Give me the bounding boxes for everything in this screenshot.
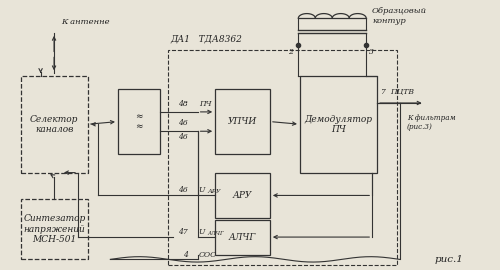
Text: 4: 4 xyxy=(183,251,188,259)
Bar xyxy=(168,50,397,265)
Text: Демодулятор
ПЧ: Демодулятор ПЧ xyxy=(304,114,372,134)
Text: АРУ: АРУ xyxy=(208,189,221,194)
Text: 47: 47 xyxy=(178,228,188,236)
Text: ДА1   ТДА8362: ДА1 ТДА8362 xyxy=(170,35,242,44)
Text: СОС: СОС xyxy=(198,251,216,259)
Bar xyxy=(215,173,270,218)
Text: рис.1: рис.1 xyxy=(434,255,464,264)
Text: Образцовый
контур: Образцовый контур xyxy=(372,7,427,25)
Text: U: U xyxy=(198,228,205,236)
Text: К фильтрам
(рис.3): К фильтрам (рис.3) xyxy=(407,114,456,131)
Text: 46: 46 xyxy=(178,133,188,141)
Bar xyxy=(20,200,88,259)
Text: ПЦТВ: ПЦТВ xyxy=(390,88,413,96)
Text: 2: 2 xyxy=(288,48,294,56)
Text: 46: 46 xyxy=(178,119,188,127)
Text: 46: 46 xyxy=(178,186,188,194)
Text: АЛЧГ: АЛЧГ xyxy=(208,231,224,236)
Text: К антенне: К антенне xyxy=(62,18,110,26)
Bar xyxy=(20,76,88,173)
Text: Синтезатор
напряжений
МСН-501: Синтезатор напряжений МСН-501 xyxy=(23,214,86,244)
Text: 48: 48 xyxy=(178,100,188,108)
Text: 7: 7 xyxy=(380,88,384,96)
Text: УПЧИ: УПЧИ xyxy=(228,117,257,126)
Bar xyxy=(300,76,377,173)
Bar xyxy=(118,89,160,154)
Bar xyxy=(215,89,270,154)
Text: ПЧ: ПЧ xyxy=(198,100,211,108)
Text: 3: 3 xyxy=(368,48,374,56)
Text: АРУ: АРУ xyxy=(233,191,252,200)
Text: U: U xyxy=(198,186,205,194)
Bar xyxy=(215,220,270,255)
Text: АЛЧГ: АЛЧГ xyxy=(229,232,256,242)
Text: ≈
≈: ≈ ≈ xyxy=(136,112,143,131)
Text: Селектор
каналов: Селектор каналов xyxy=(30,114,78,134)
